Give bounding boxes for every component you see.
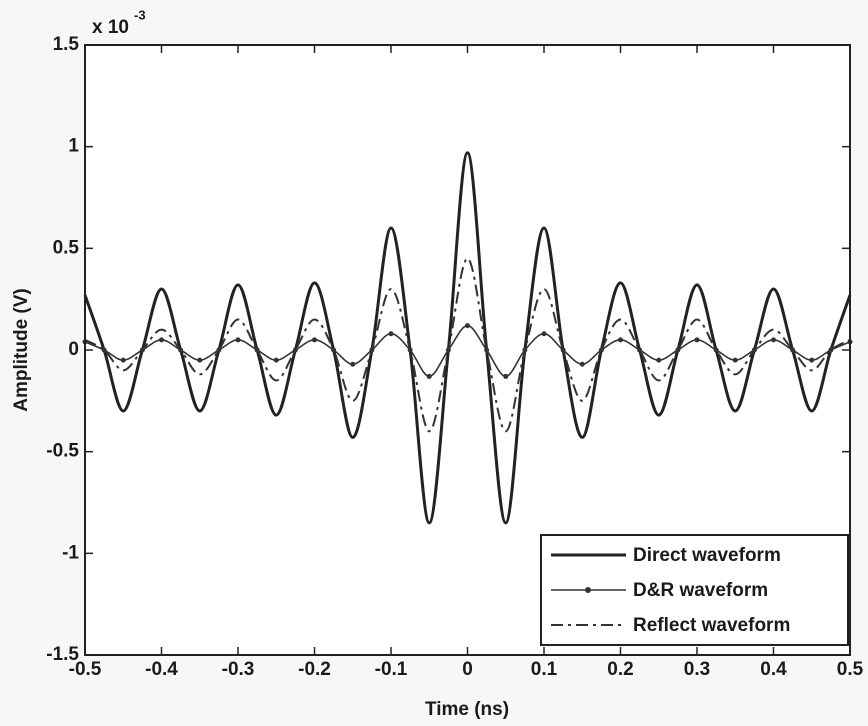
x-tick-label: -0.4: [145, 659, 178, 680]
series-marker: [541, 331, 547, 337]
series-marker: [809, 357, 815, 363]
series-marker: [790, 347, 796, 353]
y-tick-label: 1: [68, 136, 79, 157]
series-marker: [254, 347, 260, 353]
series-marker: [197, 357, 203, 363]
series-marker: [694, 337, 700, 343]
x-tick-label: -0.1: [375, 659, 408, 680]
x-axis-label: Time (ns): [425, 699, 509, 720]
y-multiplier-exponent: -3: [134, 7, 146, 22]
series-marker: [159, 337, 164, 343]
series-marker: [560, 347, 566, 353]
y-axis-label: Amplitude (V): [11, 288, 32, 412]
series-marker: [503, 373, 509, 379]
series-marker: [618, 337, 623, 343]
legend-label: Reflect waveform: [633, 615, 790, 636]
x-tick-label: -0.5: [69, 659, 102, 680]
legend: Direct waveform D&R waveform Reflect wavef…: [540, 534, 849, 646]
series-marker: [771, 337, 776, 343]
x-tick-label: 0.1: [531, 659, 558, 680]
series-marker: [350, 361, 356, 367]
series-marker: [426, 373, 432, 379]
y-tick-label: -1.5: [46, 644, 79, 665]
x-tick-label: 0: [462, 659, 473, 680]
y-multiplier: x 10: [92, 17, 129, 38]
y-tick-label: 1.5: [53, 34, 80, 55]
y-tick-label: -0.5: [46, 441, 79, 462]
series-marker: [637, 347, 643, 353]
series-marker: [273, 357, 279, 363]
y-tick-label: 0: [68, 339, 79, 360]
series-marker: [312, 337, 317, 343]
series-marker: [732, 357, 738, 363]
x-tick-label: 0.3: [684, 659, 710, 680]
series-marker: [120, 357, 126, 363]
legend-marker: [585, 587, 591, 593]
series-marker: [465, 323, 470, 329]
series-marker: [656, 357, 662, 363]
plot-frame: [84, 44, 851, 656]
y-tick-label: 0.5: [53, 237, 80, 258]
series-marker: [235, 337, 241, 343]
x-tick-label: 0.2: [607, 659, 633, 680]
series-line: [84, 257, 851, 433]
series-marker: [579, 361, 585, 367]
x-tick-label: -0.2: [298, 659, 331, 680]
series-line: [83, 151, 852, 525]
x-tick-label: 0.4: [760, 659, 787, 680]
legend-label: Direct waveform: [633, 545, 781, 566]
x-tick-label: 0.5: [837, 659, 864, 680]
series-marker: [388, 331, 394, 337]
x-tick-label: -0.3: [222, 659, 255, 680]
y-tick-label: -1: [62, 542, 79, 563]
legend-label: D&R waveform: [633, 580, 768, 601]
